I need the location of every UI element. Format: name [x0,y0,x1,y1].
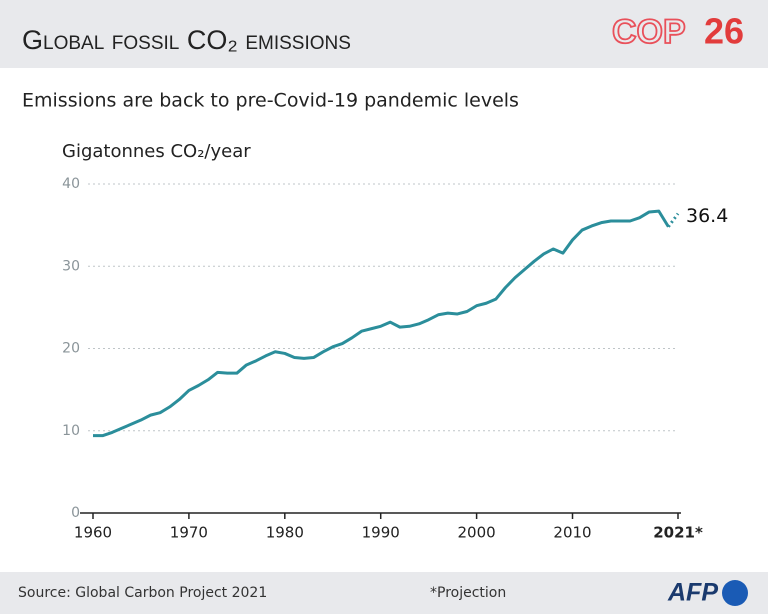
x-tick-label: 1970 [170,524,208,542]
projection-line [667,212,680,228]
y-tick-label: 0 [71,505,80,521]
x-tick-label: 1960 [74,524,112,542]
x-tick-label: 2010 [553,524,591,542]
x-tick-label: 2000 [458,524,496,542]
footer-band [0,572,768,614]
x-tick-label: 1980 [266,524,304,542]
value-label: 36.4 [686,205,728,227]
header-band [0,0,768,68]
afp-logo: AFP [667,579,718,607]
emissions-line [93,209,670,438]
y-axis-label: Gigatonnes CO₂/year [62,141,251,162]
y-tick-label: 10 [62,423,80,439]
chart-title: Global fossil CO₂ emissions [22,25,351,55]
cop-logo-number: 26 [704,11,744,52]
x-tick-label: 1990 [362,524,400,542]
y-tick-label: 30 [62,258,80,274]
subtitle: Emissions are back to pre-Covid-19 pande… [22,90,519,112]
afp-logo-dot [722,580,748,606]
y-tick-label: 40 [62,176,80,192]
cop-logo: COP [612,13,686,51]
x-tick-label: 2021* [653,524,703,542]
note: *Projection [430,585,506,601]
y-tick-label: 20 [62,341,80,357]
source: Source: Global Carbon Project 2021 [18,585,267,601]
